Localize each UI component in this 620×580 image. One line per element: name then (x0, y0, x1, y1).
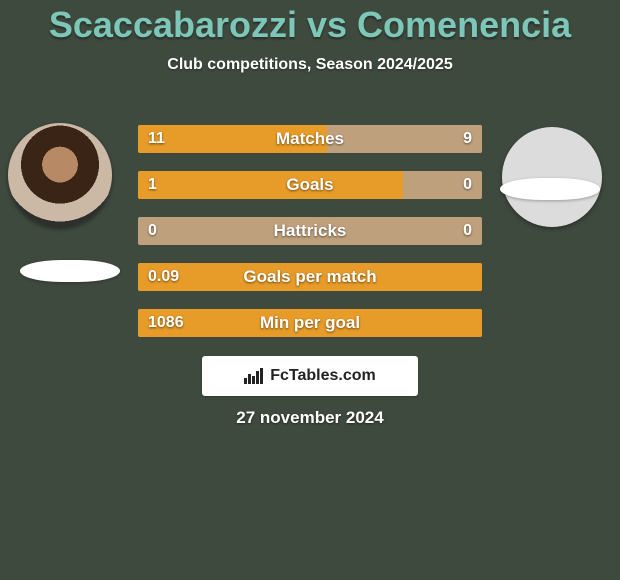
stat-row: Hattricks0 0 (138, 217, 482, 245)
footer-date: 27 november 2024 (0, 408, 620, 428)
page-title: Scaccabarozzi vs Comenencia (0, 0, 620, 46)
stat-value-left: 0 (148, 217, 157, 245)
brand-text: FcTables.com (270, 367, 376, 385)
stat-fill-left (138, 125, 327, 153)
player-left-avatar (8, 123, 112, 227)
stat-value-right: 0 (463, 217, 472, 245)
stat-row: Goals per match0.09 (138, 263, 482, 291)
stat-label: Hattricks (138, 217, 482, 245)
stat-fill-left (138, 171, 403, 199)
stat-fill-left (138, 263, 482, 291)
brand-badge[interactable]: FcTables.com (202, 356, 418, 396)
stats-rows: Matches119Goals10Hattricks00Goals per ma… (138, 125, 482, 355)
ellipse-right (500, 178, 600, 200)
stat-row: Min per goal1086 (138, 309, 482, 337)
page-subtitle: Club competitions, Season 2024/2025 (0, 56, 620, 74)
stat-fill-right (327, 125, 482, 153)
stat-row: Matches119 (138, 125, 482, 153)
stat-value-right: 0 (463, 171, 472, 199)
stat-fill-left (138, 309, 482, 337)
player-right-avatar (502, 127, 602, 227)
bar-chart-icon (244, 368, 264, 384)
ellipse-left (20, 260, 120, 282)
comparison-infographic: Scaccabarozzi vs Comenencia Club competi… (0, 0, 620, 580)
stat-row: Goals10 (138, 171, 482, 199)
